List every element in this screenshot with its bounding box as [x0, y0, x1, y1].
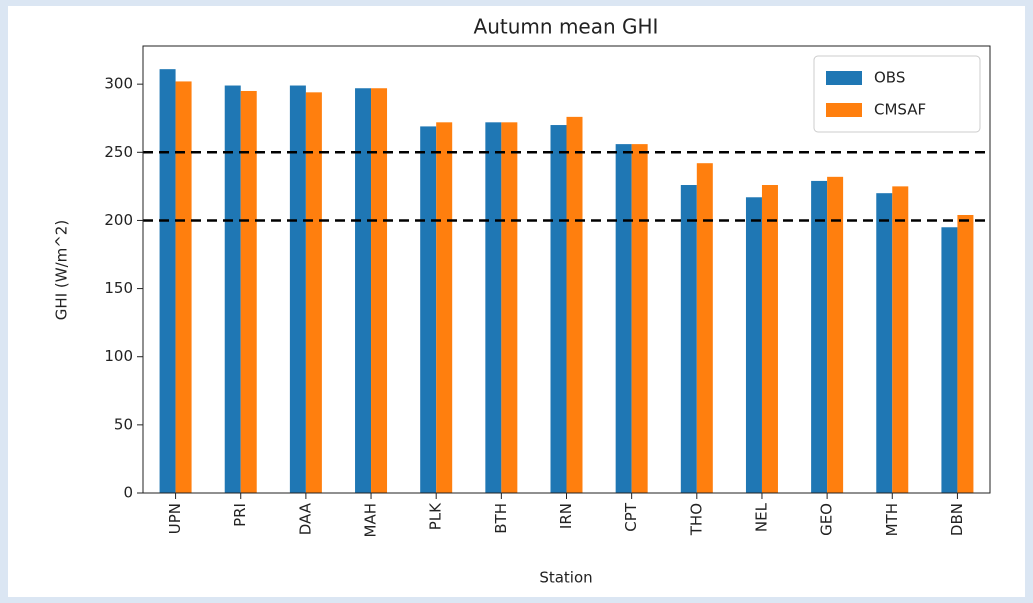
bar: [420, 126, 437, 493]
y-tick-label: 200: [104, 211, 133, 229]
y-tick-label: 50: [114, 415, 133, 433]
y-axis-label: GHI (W/m^2): [53, 220, 71, 320]
bar: [224, 85, 241, 494]
bar: [436, 122, 453, 493]
x-tick-label: CPT: [622, 502, 640, 532]
bar: [680, 185, 697, 493]
bar: [957, 214, 974, 494]
bar: [159, 69, 176, 493]
bar: [289, 85, 306, 494]
legend-swatch: [826, 71, 862, 85]
y-tick-label: 0: [123, 484, 133, 502]
bar: [355, 88, 372, 493]
x-axis-label: Station: [539, 569, 592, 587]
bar: [485, 122, 502, 493]
x-tick-label: PRI: [231, 503, 249, 527]
plot-frame: [142, 45, 991, 494]
x-tick-label: BTH: [492, 503, 510, 534]
bar: [240, 90, 257, 493]
bar: [941, 227, 958, 493]
x-tick-label: UPN: [166, 503, 184, 534]
bar: [175, 81, 192, 494]
bar: [892, 186, 909, 493]
x-tick-label: PLK: [427, 502, 445, 530]
legend-label: CMSAF: [874, 101, 926, 119]
bar: [305, 92, 322, 494]
bar: [615, 144, 632, 493]
x-tick-label: IRN: [557, 503, 575, 529]
legend-box: [813, 55, 981, 133]
bar: [550, 125, 567, 493]
bar: [876, 193, 893, 493]
bar: [631, 144, 648, 493]
bar: [566, 116, 583, 494]
bar: [761, 185, 778, 493]
legend-label: OBS: [874, 69, 905, 87]
bar: [745, 197, 762, 493]
y-tick-label: 250: [104, 143, 133, 161]
y-tick-label: 100: [104, 347, 133, 365]
x-tick-label: NEL: [752, 502, 770, 532]
bar: [501, 122, 518, 493]
bar: [696, 163, 713, 493]
x-tick-label: MTH: [883, 503, 901, 536]
x-tick-label: DAA: [296, 502, 314, 535]
x-tick-label: THO: [687, 503, 705, 536]
legend-swatch: [826, 103, 862, 117]
x-tick-label: DBN: [948, 503, 966, 536]
chart-title: Autumn mean GHI: [474, 15, 659, 39]
bar: [371, 88, 388, 493]
x-tick-label: MAH: [362, 503, 380, 537]
bar: [827, 176, 844, 493]
y-tick-label: 150: [104, 279, 133, 297]
y-tick-label: 300: [104, 75, 133, 93]
bar: [811, 180, 828, 494]
x-tick-label: GEO: [818, 503, 836, 536]
